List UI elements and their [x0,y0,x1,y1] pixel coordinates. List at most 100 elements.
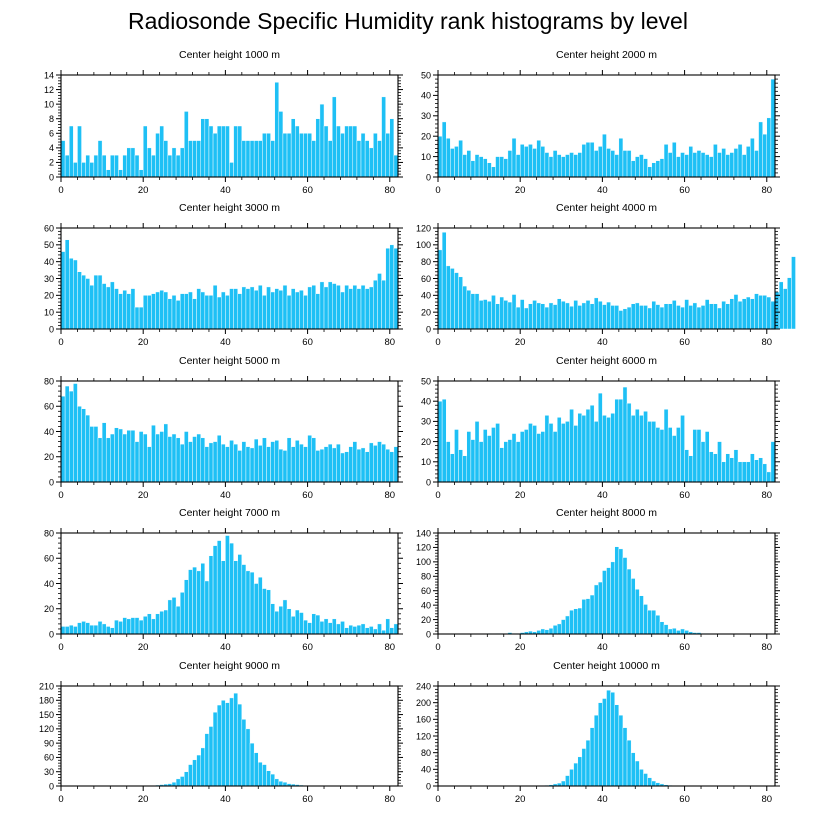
histogram-bar [610,150,615,178]
histogram-bar [315,614,321,635]
histogram-bar [503,441,509,483]
histogram-bar [556,417,562,483]
histogram-bar [577,413,583,483]
histogram-bar [602,698,607,787]
histogram-bar [381,96,386,178]
histogram-bar [266,770,271,787]
histogram-bar [622,308,628,330]
histogram-bar [437,249,443,330]
histogram-bar [196,433,201,483]
histogram-bar [569,769,574,787]
histogram-bar [630,415,636,483]
y-tick-label: 160 [416,715,431,725]
histogram-bar [319,281,325,330]
panel-title: Center height 3000 m [179,202,280,214]
panel-8: Center height 9000 m 0 20 40 60 80 0 30 60 90 120 1… [39,660,403,805]
histogram-bar [241,441,247,483]
histogram-bar [171,433,177,483]
histogram-bar [725,303,731,330]
histogram-bar [598,702,603,787]
histogram-bar [528,423,533,483]
histogram-bar [561,423,566,483]
histogram-bar [336,443,341,483]
histogram-bar [639,595,644,635]
histogram-bar [519,144,525,178]
histogram-bar [593,150,599,178]
x-tick-label: 0 [58,337,63,348]
histogram-bar [381,629,386,635]
histogram-bar [369,626,374,635]
histogram-bar [270,140,275,178]
histogram-bar [725,453,731,483]
y-tick-label: 120 [416,543,431,553]
histogram-bar [196,288,201,330]
histogram-bar [118,428,123,483]
histogram-bar [589,142,595,178]
histogram-bar [511,138,517,178]
histogram-bar [299,290,304,330]
histogram-bar [606,567,611,635]
y-tick-label: 180 [39,696,54,706]
histogram-bar [216,435,222,483]
histogram-bar [536,140,541,178]
x-tick-label: 40 [220,490,231,501]
histogram-bar [680,152,685,178]
histogram-bar [766,471,772,483]
histogram-bar [762,463,768,483]
histogram-bar [663,409,669,483]
histogram-bar [204,733,210,787]
histogram-bar [93,154,99,178]
histogram-bar [540,303,546,330]
histogram-bar [85,154,90,178]
histogram-bar [196,754,201,787]
histogram-bar [470,439,476,483]
y-tick-label: 60 [44,223,54,233]
histogram-bar [286,437,292,483]
histogram-bar [515,306,521,330]
histogram-bar [188,140,193,178]
histogram-bar [552,304,558,330]
histogram-bar [385,247,391,330]
histogram-bar [85,278,90,330]
histogram-bar [299,612,304,635]
histogram-bar [696,150,702,178]
histogram-bar [253,290,259,330]
histogram-bar [750,453,755,483]
histogram-bar [635,302,640,330]
histogram-bar [445,138,451,178]
histogram-bar [585,142,591,178]
histogram-bar [360,285,366,330]
histogram-bar [540,628,546,635]
histogram-bar [635,409,640,483]
y-tick-label: 10 [44,99,54,109]
histogram-bar [212,441,218,483]
histogram-bar [126,147,132,178]
y-tick-label: 0 [49,172,54,182]
histogram-bar [262,764,267,787]
histogram-bar [663,303,669,330]
histogram-bar [626,306,632,330]
histogram-bar [618,398,624,483]
histogram-bar [507,301,513,330]
histogram-bar [561,780,566,787]
y-tick-label: 40 [421,291,431,301]
histogram-bar [639,154,644,178]
histogram-bar [487,435,492,483]
histogram-bar [171,295,177,330]
histogram-bar [548,156,554,178]
histogram-bar [360,133,366,178]
histogram-bar [229,288,234,330]
histogram-bar [286,608,292,635]
histogram-bar [369,147,374,178]
histogram-bar [212,711,218,787]
histogram-bar [552,625,558,635]
histogram-bar [200,563,206,635]
histogram-bar [274,288,280,330]
x-tick-label: 80 [761,185,772,196]
histogram-bar [208,442,214,483]
x-tick-label: 40 [597,337,608,348]
panel-2: Center height 3000 m 0 20 40 60 80 0 10 20 30 40 50… [44,202,403,348]
histogram-bar [651,421,657,483]
histogram-bar [81,408,86,483]
histogram-bar [692,152,698,178]
